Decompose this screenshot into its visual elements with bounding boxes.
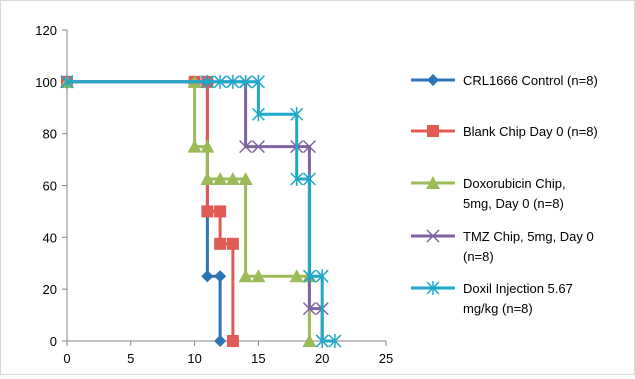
y-tick-label: 20 [43,282,57,297]
data-point [302,302,316,316]
legend-entry-1: CRL1666 Control (n=8) [411,73,598,88]
legend-entry-5: Doxil Injection 5.67 mg/kg (n=8) [411,281,573,316]
series-5 [60,74,342,348]
data-point [225,172,240,186]
legend: CRL1666 Control (n=8) Blank Chip Day 0 (n… [411,73,598,316]
legend-label: Doxorubicin Chip, [463,176,566,191]
data-point [239,74,253,89]
legend-label: Blank Chip Day 0 (n=8) [463,124,598,139]
x-tick-label: 0 [63,351,70,366]
x-tick-label: 5 [127,351,134,366]
legend-marker [426,176,440,189]
series-line [67,80,311,341]
data-point [200,172,215,186]
data-point [251,269,266,283]
legend-label: mg/kg (n=8) [463,301,533,316]
legend-label: TMZ Chip, 5mg, Day 0 [463,229,594,244]
data-point [213,172,228,186]
data-point [302,334,317,347]
marker-stroke [302,140,316,154]
legend-marker [427,125,439,137]
legend-entry-4: TMZ Chip, 5mg, Day 0 (n=8) [411,229,594,264]
x-tick-label: 15 [251,351,265,366]
marker-stroke [302,302,316,316]
data-point [201,205,214,218]
data-point [238,172,253,186]
legend-label: (n=8) [463,249,494,264]
y-tick-label: 100 [35,75,57,90]
data-point [226,335,239,347]
legend-marker [426,281,440,295]
x-tick-label: 10 [187,351,201,366]
data-point [315,269,329,284]
data-point [302,140,316,154]
legend-entry-2: Blank Chip Day 0 (n=8) [411,124,598,139]
data-point [251,107,265,122]
data-point [315,334,329,348]
data-point [290,172,304,187]
data-point [251,140,265,154]
data-point [60,74,74,89]
y-tick-label: 0 [50,334,57,349]
legend-marker [426,229,440,243]
legend-marker [427,74,439,86]
data-point [200,74,214,89]
data-point [251,74,265,89]
y-tick-label: 40 [43,230,57,245]
marker-stroke [239,140,253,154]
y-tick-label: 120 [35,23,57,38]
series-line [67,80,222,341]
legend-entry-3: Doxorubicin Chip, 5mg, Day 0 (n=8) [411,176,566,211]
legend-label: 5mg, Day 0 (n=8) [463,196,564,211]
legend-label: CRL1666 Control (n=8) [463,73,598,88]
y-tick-label: 60 [43,179,57,194]
data-point [226,74,240,89]
series-2 [61,75,239,347]
data-point [213,74,227,89]
series-line [67,80,335,343]
data-point [328,334,342,348]
data-point [289,269,304,283]
marker-stroke [426,229,440,243]
legend-label: Doxil Injection 5.67 [463,281,573,296]
data-point [214,237,227,250]
data-point [214,335,227,347]
data-point [201,270,214,283]
data-point [226,237,239,250]
plot-area [60,74,342,348]
data-point [187,139,202,153]
y-tick-label: 80 [43,127,57,142]
data-point [290,107,304,122]
data-point [302,172,316,187]
axes: 0 20 40 60 80 100 120 0 5 10 15 20 25 [35,23,393,366]
marker-stroke [251,140,265,154]
data-point [200,139,215,153]
data-point [302,269,316,284]
data-point [214,205,227,218]
data-point [214,270,227,283]
series-1 [61,75,227,347]
data-point [239,140,253,154]
x-tick-label: 20 [315,351,329,366]
x-tick-label: 25 [379,351,393,366]
data-point [238,269,253,283]
